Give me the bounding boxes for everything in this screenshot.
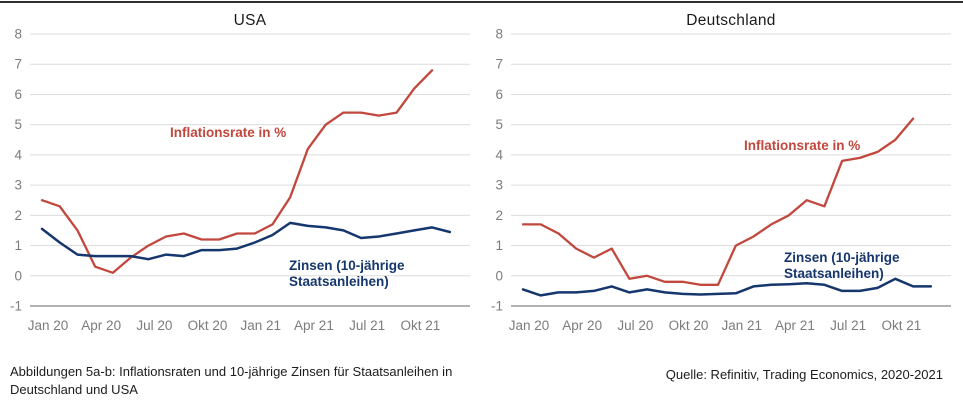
gridlines <box>511 33 951 307</box>
chart-title-deutschland: Deutschland <box>686 12 776 29</box>
charts-row: 8 7 6 5 4 3 2 1 0 -1 Jan 20 Apr 20 Jul 20 Okt 20 Jan 2… <box>0 0 962 350</box>
y-tick-label: -1 <box>10 299 22 314</box>
y-tick-label: 0 <box>14 268 22 283</box>
y-tick-labels: 8 7 6 5 4 3 2 1 0 -1 <box>491 27 504 314</box>
x-tick-label: Jul 20 <box>617 318 653 333</box>
chart-usa: 8 7 6 5 4 3 2 1 0 -1 Jan 20 Apr 20 Jul 20 Okt 20 Jan 2… <box>0 0 481 350</box>
y-tick-label: 5 <box>495 117 503 132</box>
y-tick-label: -1 <box>491 299 503 314</box>
chart-deutschland: 8 7 6 5 4 3 2 1 0 -1 Jan 20 Apr 20 Jul 20 Okt 20 Jan 2… <box>481 0 962 350</box>
y-tick-label: 3 <box>495 178 503 193</box>
inflation-line <box>40 69 434 274</box>
y-tick-label: 8 <box>495 27 503 42</box>
x-tick-label: Apr 20 <box>562 318 602 333</box>
x-tick-label: Apr 21 <box>294 318 334 333</box>
zinsen-line <box>40 221 452 261</box>
y-tick-label: 4 <box>14 147 22 162</box>
x-tick-label: Jan 21 <box>721 318 762 333</box>
y-tick-label: 7 <box>495 57 503 72</box>
y-tick-label: 8 <box>14 27 22 42</box>
x-tick-label: Jul 20 <box>136 318 172 333</box>
y-tick-label: 5 <box>14 117 22 132</box>
x-tick-label: Jan 20 <box>509 318 550 333</box>
top-border-rule <box>0 1 963 3</box>
gridlines <box>30 33 470 307</box>
x-tick-label: Jan 20 <box>28 318 69 333</box>
y-tick-label: 2 <box>14 208 22 223</box>
x-tick-label: Jul 21 <box>830 318 866 333</box>
x-tick-label: Jul 21 <box>349 318 385 333</box>
y-tick-label: 7 <box>14 57 22 72</box>
x-tick-label: Apr 20 <box>81 318 121 333</box>
inflation-line <box>521 117 915 286</box>
chart-title-usa: USA <box>233 12 267 29</box>
y-tick-label: 2 <box>495 208 503 223</box>
y-tick-label: 6 <box>495 87 503 102</box>
series-label-inflation-deutschland: Inflationsrate in % <box>744 138 861 153</box>
y-tick-label: 0 <box>495 268 503 283</box>
x-tick-label: Apr 21 <box>775 318 815 333</box>
series-label-zinsen-usa: Zinsen (10-jährige Staatsanleihen) <box>289 258 405 290</box>
y-tick-label: 3 <box>14 178 22 193</box>
x-tick-label: Okt 20 <box>669 318 709 333</box>
figure-caption: Abbildungen 5a-b: Inflationsraten und 10… <box>10 363 490 398</box>
x-tick-label: Jan 21 <box>240 318 281 333</box>
x-tick-label: Okt 21 <box>400 318 440 333</box>
y-tick-label: 4 <box>495 147 503 162</box>
series-label-zinsen-deutschland: Zinsen (10-jährige Staatsanleihen) <box>784 250 900 282</box>
x-tick-labels: Jan 20 Apr 20 Jul 20 Okt 20 Jan 21 Apr 21 Jul … <box>509 318 921 333</box>
y-tick-labels: 8 7 6 5 4 3 2 1 0 -1 <box>10 27 23 314</box>
y-tick-label: 6 <box>14 87 22 102</box>
x-tick-label: Okt 20 <box>188 318 228 333</box>
x-tick-labels: Jan 20 Apr 20 Jul 20 Okt 20 Jan 21 Apr 21 Jul … <box>28 318 440 333</box>
zinsen-line <box>521 277 933 297</box>
y-tick-label: 1 <box>495 238 503 253</box>
figure-caption-line2: Deutschland und USA <box>10 381 138 397</box>
series-label-inflation-usa: Inflationsrate in % <box>170 125 287 140</box>
figure-caption-line1: Abbildungen 5a-b: Inflationsraten und 10… <box>10 364 453 379</box>
y-tick-label: 1 <box>14 238 22 253</box>
x-tick-label: Okt 21 <box>881 318 921 333</box>
source-caption: Quelle: Refinitiv, Trading Economics, 20… <box>665 367 943 382</box>
